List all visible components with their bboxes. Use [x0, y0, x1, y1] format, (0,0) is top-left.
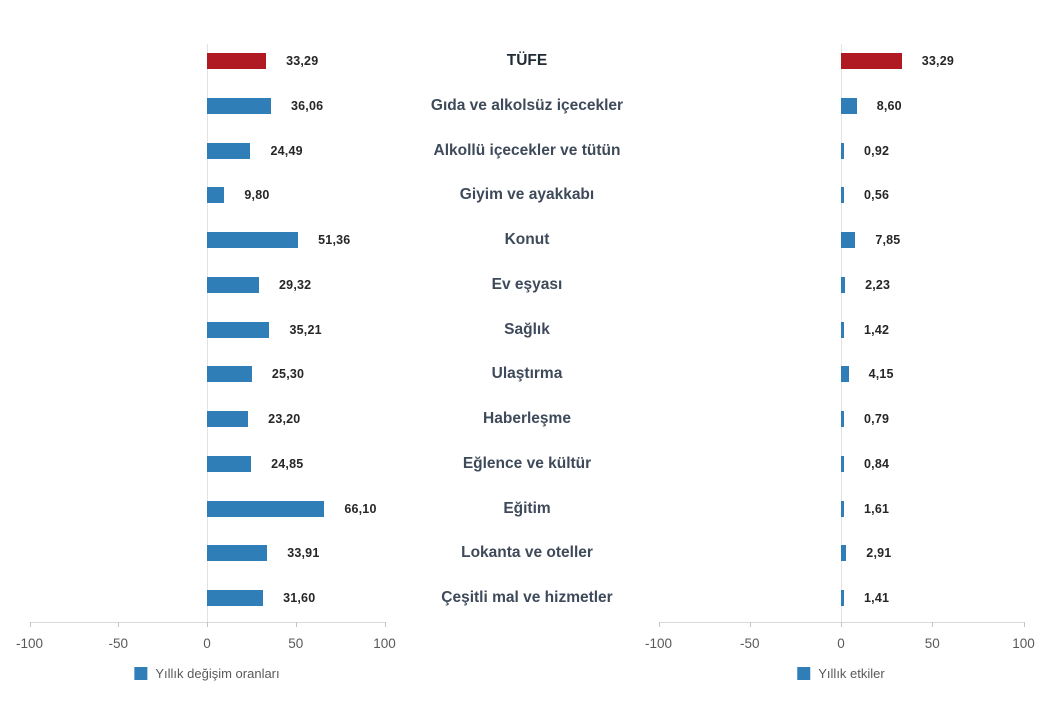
- category-label: Eğitim: [503, 499, 551, 517]
- x-axis-tick: [658, 622, 660, 627]
- legend-swatch-blue: [134, 667, 148, 680]
- category-label: Haberleşme: [483, 410, 571, 427]
- x-axis-tick-label: -100: [15, 636, 44, 651]
- x-axis-tick: [749, 622, 751, 627]
- legend-swatch-blue: [797, 667, 811, 680]
- x-axis-line: [660, 622, 1025, 623]
- bar-value-label: 7,85: [875, 233, 901, 247]
- bar-value-label: 33,29: [286, 54, 319, 68]
- bar: [207, 187, 225, 204]
- x-axis-tick: [384, 622, 386, 627]
- x-axis-tick: [1023, 622, 1025, 627]
- bar-value-label: 2,91: [866, 546, 892, 561]
- legend-annual-change-rates: Yıllık değişim oranları: [134, 666, 280, 681]
- bar-value-label: 0,56: [864, 188, 890, 203]
- category-label: Lokanta ve oteller: [461, 544, 593, 562]
- bar: [841, 411, 844, 427]
- bar: [841, 97, 857, 114]
- bar-value-label: 33,91: [287, 546, 320, 561]
- bar-value-label: 0,92: [864, 143, 890, 158]
- bar: [841, 500, 844, 517]
- bar: [841, 187, 844, 204]
- bar-value-label: 36,06: [291, 98, 324, 113]
- bar: [841, 276, 846, 293]
- x-axis-tick-label: 0: [203, 636, 211, 651]
- bar-value-label: 31,60: [283, 591, 316, 605]
- x-axis-tick: [932, 622, 934, 627]
- bar-value-label: 25,30: [271, 367, 305, 382]
- bar-value-label: 51,36: [318, 233, 351, 247]
- bar-value-label: 0,84: [864, 456, 890, 471]
- bar-highlight-tufe: [207, 53, 267, 69]
- legend-annual-effects: Yıllık etkiler: [797, 666, 885, 681]
- bar: [207, 97, 271, 114]
- bar: [207, 545, 268, 562]
- legend-label: Yıllık değişim oranları: [155, 666, 280, 681]
- bar-value-label: 0,79: [864, 412, 890, 426]
- bar: [207, 321, 270, 338]
- category-label: Ulaştırma: [491, 365, 563, 383]
- bar-value-label: 8,60: [876, 98, 902, 113]
- category-label: TÜFE: [506, 52, 548, 69]
- bar-value-label: 33,29: [921, 54, 955, 68]
- bar-value-label: 29,32: [279, 277, 312, 292]
- x-axis-tick: [118, 622, 120, 627]
- bar: [841, 142, 844, 159]
- bar-value-label: 23,20: [268, 412, 301, 426]
- bar: [841, 232, 856, 248]
- bar: [207, 455, 252, 472]
- bar-value-label: 4,15: [868, 367, 894, 382]
- category-label: Eğlence ve kültür: [462, 454, 592, 472]
- bar: [207, 232, 299, 248]
- bar-value-label: 9,80: [244, 188, 270, 203]
- category-label: Gıda ve alkolsüz içecekler: [430, 96, 624, 114]
- x-axis-tick-label: 100: [373, 636, 396, 651]
- x-axis-tick: [29, 622, 31, 627]
- bar: [207, 366, 252, 383]
- bar: [207, 500, 325, 517]
- bar-value-label: 66,10: [344, 501, 377, 516]
- bar-value-label: 2,23: [865, 277, 891, 292]
- bar: [207, 142, 251, 159]
- bar: [841, 545, 847, 562]
- category-label: Çeşitli mal ve hizmetler: [441, 589, 613, 606]
- x-axis-tick-label: -50: [108, 636, 129, 651]
- category-label: Sağlık: [504, 320, 550, 338]
- category-label: Konut: [504, 231, 550, 248]
- x-axis-tick: [841, 622, 842, 627]
- x-axis-tick-label: -100: [644, 636, 673, 651]
- bar: [841, 366, 849, 383]
- bar-value-label: 1,42: [864, 322, 890, 337]
- x-axis-tick: [295, 622, 297, 627]
- bar: [841, 455, 844, 472]
- bar-value-label: 35,21: [289, 322, 322, 337]
- category-label: Alkollü içecekler ve tütün: [433, 141, 621, 159]
- x-axis-tick: [207, 622, 208, 627]
- category-label: Ev eşyası: [491, 275, 563, 293]
- bar: [207, 590, 264, 606]
- x-axis-tick-label: -50: [739, 636, 760, 651]
- bar-highlight-tufe: [841, 53, 902, 69]
- bar-value-label: 24,49: [270, 143, 303, 158]
- x-axis-tick-label: 0: [837, 636, 845, 651]
- x-axis-tick-label: 50: [924, 636, 940, 651]
- x-axis-tick-label: 100: [1012, 636, 1035, 651]
- legend-label: Yıllık etkiler: [818, 666, 885, 681]
- x-axis-tick-label: 50: [288, 636, 304, 651]
- bar: [207, 276, 260, 293]
- category-label: Giyim ve ayakkabı: [459, 186, 595, 204]
- bar-value-label: 24,85: [271, 456, 304, 471]
- bar-value-label: 1,61: [864, 501, 890, 516]
- bar-value-label: 1,41: [864, 591, 890, 605]
- bar: [207, 411, 249, 427]
- bar: [841, 590, 844, 606]
- bar: [841, 321, 844, 338]
